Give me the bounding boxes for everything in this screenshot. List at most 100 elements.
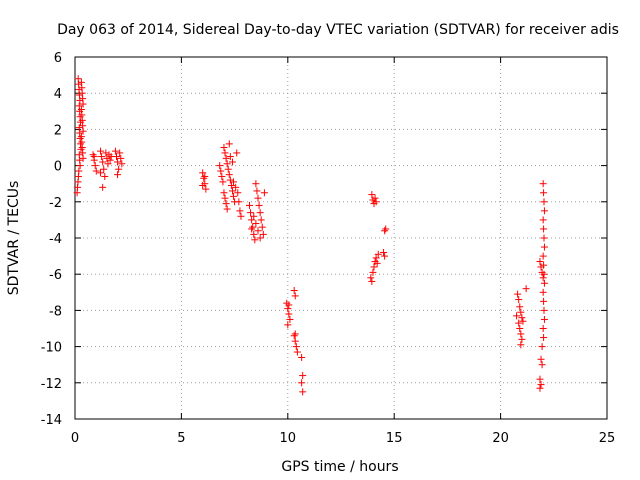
- data-point: [539, 180, 547, 188]
- data-point: [99, 183, 107, 191]
- data-point: [369, 268, 377, 276]
- data-point: [291, 337, 299, 345]
- y-tick-label: -2: [49, 196, 62, 211]
- data-point: [258, 223, 266, 231]
- data-point: [249, 223, 257, 231]
- data-point: [380, 248, 388, 256]
- data-point: [111, 147, 119, 155]
- data-point: [539, 252, 547, 260]
- y-tick-label: -12: [41, 377, 62, 392]
- data-point: [368, 191, 376, 199]
- data-point: [228, 187, 236, 195]
- data-point: [252, 180, 260, 188]
- data-point: [382, 225, 390, 233]
- data-point: [233, 149, 241, 157]
- data-point: [381, 227, 389, 235]
- data-point: [540, 198, 548, 206]
- data-point: [97, 169, 105, 177]
- data-point: [73, 189, 81, 197]
- y-tick-label: -8: [49, 304, 62, 319]
- x-tick-label: 25: [599, 431, 616, 446]
- data-point: [102, 149, 110, 157]
- data-point: [540, 243, 548, 251]
- axis-layer: [74, 56, 608, 420]
- data-point: [248, 225, 256, 233]
- data-point: [513, 312, 521, 320]
- data-point: [515, 296, 523, 304]
- data-point: [284, 321, 292, 329]
- data-point: [290, 332, 298, 340]
- data-point: [539, 216, 547, 224]
- data-point: [253, 187, 261, 195]
- data-point: [536, 384, 544, 392]
- data-point: [373, 259, 381, 267]
- data-point: [79, 127, 87, 135]
- data-point: [226, 153, 234, 161]
- data-point: [77, 145, 85, 153]
- x-tick-label: 10: [280, 431, 297, 446]
- data-point: [518, 335, 526, 343]
- x-tick-label: 0: [71, 431, 79, 446]
- data-point: [114, 171, 122, 179]
- chart-title: Day 063 of 2014, Sidereal Day-to-day VTE…: [57, 22, 619, 38]
- data-point: [98, 153, 106, 161]
- data-point: [539, 274, 547, 282]
- y-tick-label: 4: [54, 87, 62, 102]
- data-point: [199, 182, 207, 190]
- data-point: [254, 194, 262, 202]
- data-point: [117, 154, 125, 162]
- data-point: [101, 172, 109, 180]
- data-point: [299, 388, 307, 396]
- data-point: [367, 274, 375, 282]
- data-point: [220, 144, 228, 151]
- data-point: [537, 381, 545, 389]
- data-point: [221, 149, 229, 157]
- data-point: [106, 156, 114, 164]
- data-point: [540, 306, 548, 314]
- data-point: [227, 182, 235, 190]
- data-point: [540, 261, 548, 269]
- data-point: [374, 250, 382, 258]
- data-point: [285, 310, 293, 318]
- y-tick-label: 0: [54, 160, 62, 175]
- x-tick-label: 5: [177, 431, 185, 446]
- data-point: [92, 167, 100, 175]
- data-point: [291, 292, 299, 300]
- y-tick-label: 6: [54, 51, 62, 66]
- data-point: [224, 165, 232, 173]
- data-point: [381, 252, 389, 260]
- data-point: [235, 198, 243, 206]
- data-point: [114, 158, 122, 166]
- data-point: [540, 207, 548, 215]
- data-point: [291, 330, 299, 338]
- data-point: [236, 207, 244, 215]
- data-point: [230, 178, 238, 186]
- data-point: [118, 160, 126, 168]
- grid-layer: [75, 57, 607, 419]
- data-point: [199, 169, 207, 177]
- data-point: [232, 183, 240, 191]
- data-point: [91, 162, 99, 170]
- data-point: [223, 205, 231, 213]
- data-point: [372, 254, 380, 262]
- data-point: [90, 153, 98, 161]
- data-point: [79, 154, 87, 162]
- data-point: [540, 297, 548, 305]
- data-point: [519, 317, 527, 325]
- data-point: [522, 285, 530, 293]
- data-point: [517, 341, 525, 349]
- data-point: [104, 160, 112, 168]
- data-point: [219, 178, 227, 186]
- y-tick-label: -14: [41, 413, 62, 428]
- data-point: [540, 234, 548, 242]
- data-point: [516, 303, 524, 311]
- data-point: [285, 301, 293, 309]
- data-point: [255, 201, 263, 209]
- data-point: [260, 189, 268, 197]
- data-point: [368, 277, 376, 285]
- data-point: [248, 216, 256, 224]
- data-point: [540, 270, 548, 278]
- data-point: [202, 185, 210, 193]
- data-point: [223, 160, 231, 168]
